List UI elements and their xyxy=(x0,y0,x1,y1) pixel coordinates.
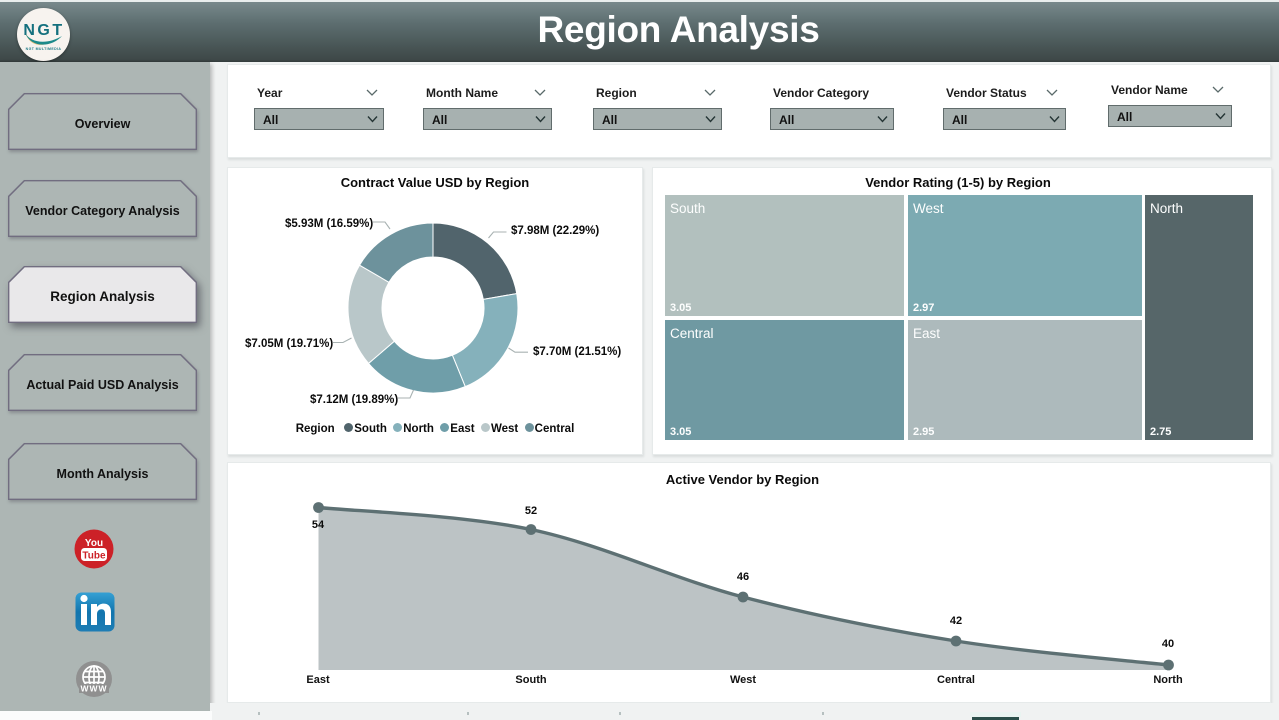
svg-text:You: You xyxy=(85,538,103,549)
svg-text:WWW: WWW xyxy=(80,684,107,694)
svg-text:Tube: Tube xyxy=(82,551,106,562)
